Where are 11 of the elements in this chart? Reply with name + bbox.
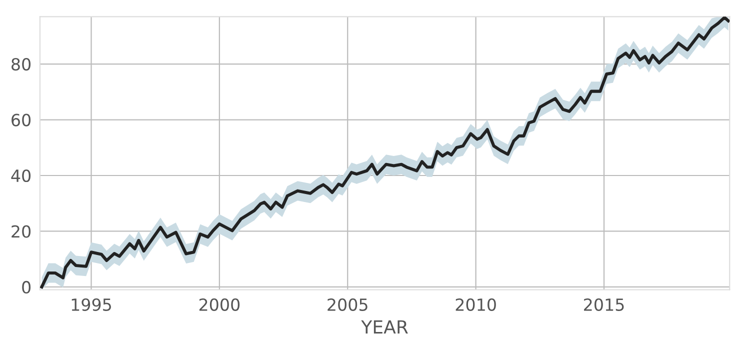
x-tick-label: 2015 xyxy=(584,298,624,311)
y-tick-label: 60 xyxy=(12,114,31,126)
y-tick-label: 40 xyxy=(11,169,31,182)
y-tick-label: 20 xyxy=(12,225,31,238)
x-tick-label: 2005 xyxy=(328,298,368,311)
x-tick-label: 2010 xyxy=(456,298,496,311)
x-tick-label: 1995 xyxy=(72,298,111,311)
x-tick-label: 2000 xyxy=(199,298,240,311)
x-axis-title: YEAR xyxy=(361,320,408,334)
y-tick-label: 0 xyxy=(22,280,31,294)
y-tick-label: 80 xyxy=(12,58,31,71)
